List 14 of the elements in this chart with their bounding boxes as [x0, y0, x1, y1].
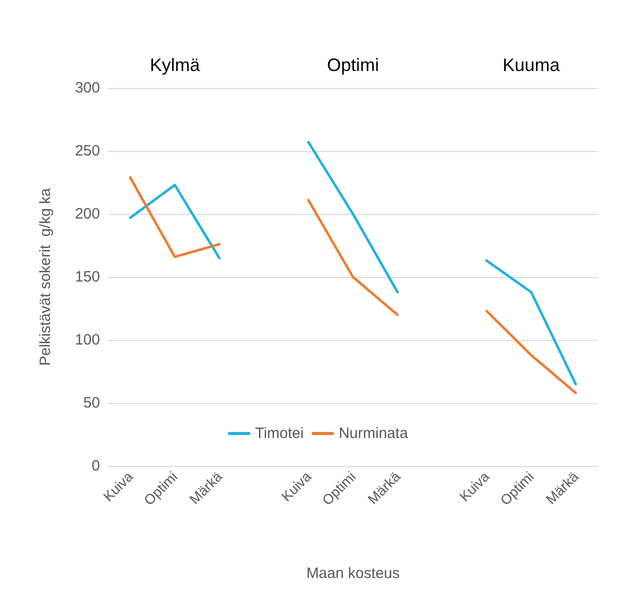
y-tick-label: 200: [74, 206, 100, 222]
y-tick-label: 250: [74, 142, 100, 160]
y-axis-title: Pelkistävät sokerit g/kg ka: [37, 188, 54, 366]
legend-label: Nurminata: [338, 425, 409, 442]
text: Kylmä: [150, 55, 201, 75]
x-axis-title: Maan kosteus: [306, 565, 400, 582]
text: Kuuma: [502, 55, 561, 75]
text: Optimi: [326, 55, 380, 75]
y-tick-label: 50: [83, 394, 100, 412]
y-tick-label: 0: [92, 458, 100, 474]
y-tick-label: 150: [74, 268, 100, 286]
y-tick-label: 100: [74, 332, 100, 348]
legend-label: Timotei: [255, 425, 304, 442]
y-tick-label: 300: [74, 80, 100, 96]
